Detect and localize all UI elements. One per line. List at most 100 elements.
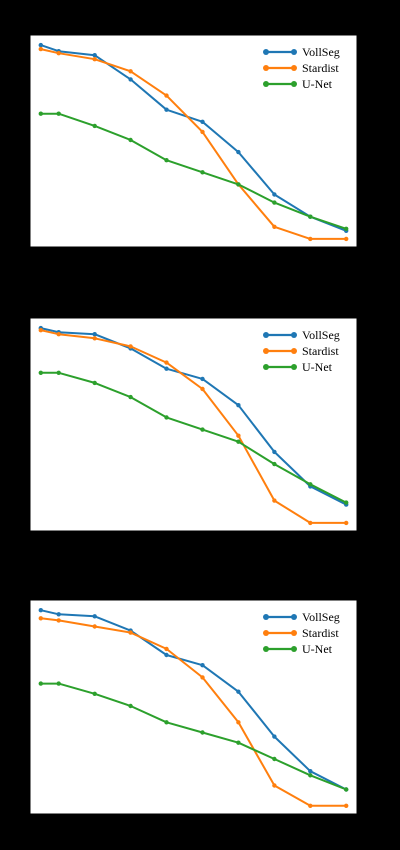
legend-label: Stardist [302, 344, 339, 358]
legend-label: VollSeg [302, 45, 340, 59]
data-point [236, 439, 241, 444]
data-point [38, 616, 43, 621]
data-point [92, 624, 97, 629]
data-point [272, 200, 277, 205]
data-point [236, 740, 241, 745]
data-point [200, 129, 205, 135]
legend-marker [291, 332, 297, 338]
data-point [92, 336, 97, 341]
data-point [200, 663, 205, 668]
data-point [164, 158, 169, 163]
legend-marker [263, 81, 269, 87]
data-point [164, 415, 169, 420]
data-point [308, 769, 313, 774]
data-point [200, 170, 205, 175]
data-point [200, 119, 205, 125]
data-point [344, 803, 349, 808]
chart-panel-3: VollSeg Stardist U-Net [29, 599, 358, 815]
data-point [236, 720, 241, 725]
data-point [272, 449, 277, 455]
data-point [92, 123, 97, 129]
legend-label: U-Net [302, 77, 333, 91]
data-point [128, 344, 133, 349]
series-line-vollseg [39, 327, 348, 506]
data-point [92, 57, 97, 62]
data-point [236, 182, 241, 187]
data-point [200, 376, 205, 382]
data-point [56, 111, 61, 116]
data-point [344, 226, 349, 231]
series-line-stardist [39, 48, 348, 240]
data-point [92, 53, 97, 58]
data-point [272, 756, 277, 762]
series-line-vollseg [39, 44, 348, 232]
data-point [38, 111, 43, 116]
chart-panel-1: VollSeg Stardist U-Net [29, 34, 358, 248]
data-point [56, 51, 61, 56]
data-point [272, 192, 277, 197]
data-point [272, 734, 277, 739]
legend-marker [263, 364, 269, 370]
legend-label: U-Net [302, 642, 333, 656]
plot-area [29, 599, 358, 815]
data-point [92, 691, 97, 696]
data-point [164, 360, 169, 365]
legend-label: U-Net [302, 360, 333, 374]
data-point [272, 498, 277, 503]
data-point [38, 370, 43, 375]
series-line-u-net [39, 112, 348, 230]
data-point [308, 236, 313, 242]
data-point [236, 403, 241, 408]
legend-marker [291, 65, 297, 71]
legend-marker [291, 348, 297, 354]
chart-panel-2: VollSeg Stardist U-Net [29, 317, 358, 532]
data-point [236, 689, 241, 694]
data-point [164, 107, 169, 112]
legend-label: VollSeg [302, 610, 340, 624]
legend-marker [263, 630, 269, 636]
data-point [92, 380, 97, 386]
legend-marker [263, 332, 269, 338]
series-line-stardist [39, 329, 348, 524]
data-point [200, 427, 205, 432]
data-point [344, 520, 349, 526]
data-point [56, 612, 61, 617]
data-point [308, 482, 313, 487]
data-point [56, 332, 61, 337]
legend-marker [263, 65, 269, 71]
data-point [164, 93, 169, 98]
legend-marker [291, 364, 297, 370]
series-line-stardist [39, 617, 348, 807]
data-point [164, 652, 169, 658]
data-point [344, 500, 349, 505]
data-point [272, 783, 277, 788]
data-point [164, 646, 169, 652]
data-point [56, 370, 61, 375]
legend-marker [291, 81, 297, 87]
data-point [56, 618, 61, 623]
data-point [308, 803, 313, 808]
data-point [308, 773, 313, 778]
data-point [56, 681, 61, 686]
data-point [38, 46, 43, 52]
legend-marker [291, 614, 297, 620]
data-point [344, 787, 349, 792]
data-point [200, 386, 205, 392]
data-point [164, 366, 169, 371]
data-point [92, 614, 97, 619]
plot-area [29, 317, 358, 532]
data-point [38, 608, 43, 613]
data-point [128, 703, 133, 709]
data-point [200, 675, 205, 680]
series-line-u-net [39, 682, 348, 791]
data-point [344, 236, 349, 242]
legend-marker [291, 49, 297, 55]
data-point [272, 224, 277, 229]
data-point [128, 394, 133, 400]
legend-marker [291, 630, 297, 636]
data-point [38, 42, 43, 48]
legend-marker [263, 614, 269, 620]
legend-marker [263, 348, 269, 354]
